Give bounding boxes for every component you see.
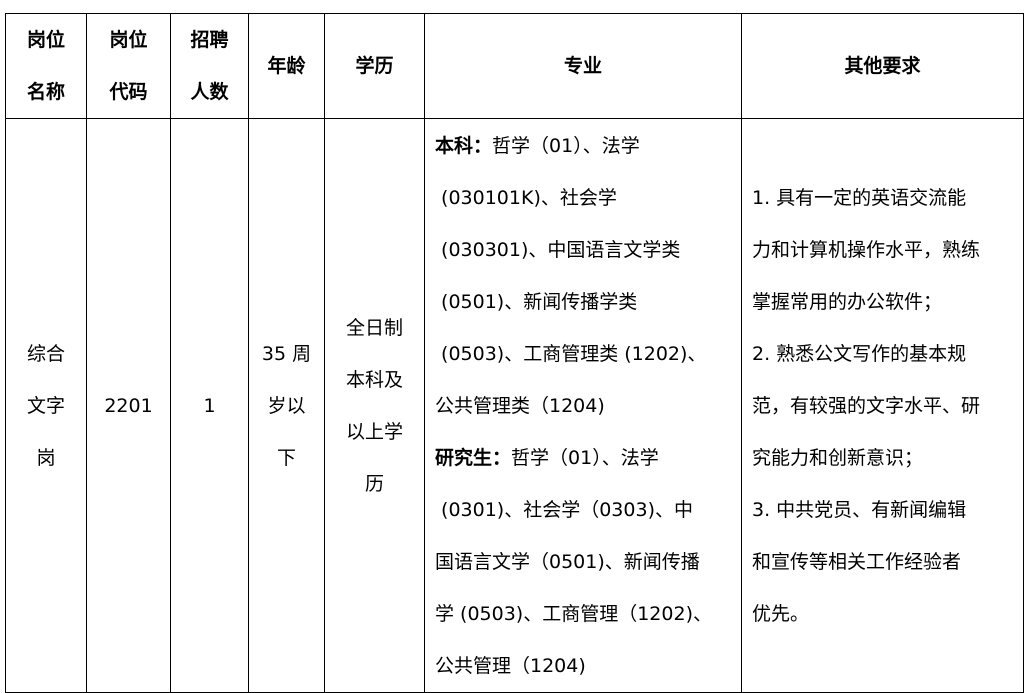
cell-line: 公共管理（1204) [435,654,586,677]
grad-label: 研究生： [435,446,512,469]
job-table: 岗位名称 岗位代码 招聘人数 年龄 学历 专业 其他要求 综合 文字 岗 220… [5,13,1024,693]
header-line: 岗位 [109,29,148,51]
header-line: 代码 [109,81,148,103]
cell-line: 范，有较强的文字水平、研 [752,394,981,417]
cell-line: 以上学 [345,420,403,443]
cell-line: 文字 [26,394,65,417]
cell-line: 公共管理类（1204) [435,394,605,417]
cell-line: 岁以 [267,394,306,417]
undergrad-text: 哲学（01）、法学 [492,134,640,157]
cell-line: (0501)、新闻传播学类 [435,290,638,313]
cell-line: (030301)、中国语言文学类 [435,238,681,261]
cell-line: 优先。 [752,602,810,625]
undergrad-label: 本科： [435,134,493,157]
header-position-name: 岗位 名称 [5,13,87,119]
cell-line: 3. 中共党员、有新闻编辑 [752,498,967,521]
cell-line: 35 周 [261,342,312,365]
cell-position-code: 2201 [86,118,171,693]
header-education: 学历 [324,13,425,119]
grad-line: 研究生：哲学（01）、法学 [435,432,741,484]
cell-line: (0301)、社会学（0303)、中 [435,498,693,521]
cell-line: 掌握常用的办公软件； [752,290,943,313]
cell-line: 历 [364,472,384,495]
cell-line: 和宣传等相关工作经验者 [752,550,962,573]
cell-line: 究能力和创新意识； [752,446,924,469]
header-hire-count: 招聘 人数 [170,13,249,119]
cell-line: 下 [276,446,296,469]
header-major: 专业 [424,13,742,119]
undergrad-line: 本科：哲学（01）、法学 [435,120,741,172]
header-other-requirements: 其他要求 [741,13,1024,119]
cell-line: 1. 具有一定的英语交流能 [752,186,967,209]
header-line: 人数 [190,81,229,103]
cell-line: 综合 [26,342,65,365]
header-age: 年龄 [248,13,325,119]
header-row: 岗位名称 岗位代码 招聘人数 年龄 学历 专业 其他要求 [5,13,1024,119]
table-row: 综合 文字 岗 2201 1 35 周 岁以 下 全日制 本科及 以上学 历 本… [5,118,1024,693]
cell-hire-count: 1 [170,118,249,693]
cell-line: 国语言文学（0501)、新闻传播 [435,550,700,573]
cell-line: 2. 熟悉公文写作的基本规 [752,342,967,365]
cell-education: 全日制 本科及 以上学 历 [324,118,425,693]
header-position-code: 岗位 代码 [86,13,171,119]
cell-line: (0503)、工商管理类 (1202)、 [435,342,707,365]
cell-other-requirements: 1. 具有一定的英语交流能 力和计算机操作水平，熟练 掌握常用的办公软件； 2.… [741,118,1024,693]
cell-line: 学 (0503)、工商管理（1202)、 [435,602,712,625]
cell-line: (030101K)、社会学 [435,186,617,209]
header-line: 名称 [26,81,65,103]
cell-age: 35 周 岁以 下 [248,118,325,693]
cell-position-name: 综合 文字 岗 [5,118,87,693]
cell-line: 本科及 [345,368,403,391]
header-line: 招聘 [190,29,229,51]
header-line: 岗位 [26,29,65,51]
grad-text: 哲学（01）、法学 [511,446,659,469]
cell-line: 力和计算机操作水平，熟练 [752,238,981,261]
cell-line: 岗 [36,446,56,469]
cell-line: 全日制 [345,316,403,339]
cell-major: 本科：哲学（01）、法学 (030101K)、社会学 (030301)、中国语言… [424,118,742,693]
